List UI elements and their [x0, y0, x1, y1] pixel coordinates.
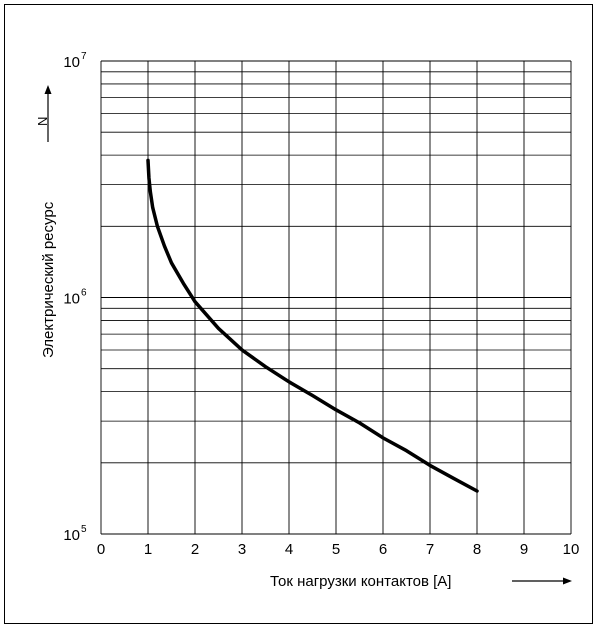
- data-point: [194, 301, 196, 303]
- series-group: [146, 158, 479, 493]
- data-point: [335, 409, 337, 411]
- data-point: [288, 381, 290, 383]
- data-point: [163, 245, 166, 247]
- data-point: [152, 206, 154, 209]
- x-tick-label: 8: [473, 541, 481, 558]
- y-tick-exponent: 6: [81, 288, 87, 299]
- y-axis-label: Электрический ресурс: [40, 201, 57, 358]
- y-tick-label: 10 5: [63, 524, 87, 544]
- x-tick-label: 6: [379, 541, 387, 558]
- data-point: [405, 450, 408, 452]
- data-point: [476, 490, 478, 492]
- data-point: [311, 394, 314, 397]
- data-point: [241, 349, 243, 351]
- data-point: [429, 464, 431, 467]
- x-tick-label: 3: [238, 541, 246, 558]
- chart-frame: [4, 4, 593, 624]
- x-tick-label: 2: [191, 541, 199, 558]
- y-tick-base: 10: [63, 54, 80, 71]
- y-tick-base: 10: [63, 291, 80, 308]
- data-point: [182, 282, 184, 284]
- data-point: [217, 327, 220, 330]
- x-tick-label: 4: [285, 541, 293, 558]
- x-tick-label: 0: [97, 541, 105, 558]
- y-tick-exponent: 7: [81, 51, 87, 62]
- data-point: [382, 437, 384, 439]
- x-tick-label: 1: [144, 541, 152, 558]
- y-axis-unit: N: [35, 117, 50, 126]
- data-point: [156, 225, 158, 227]
- data-point: [358, 422, 361, 424]
- x-tick-label: 7: [426, 541, 434, 558]
- x-tick-labels: 0 1 2 3 4 5 6 7 8 9 10: [97, 541, 580, 558]
- data-point: [149, 191, 151, 193]
- x-tick-label: 10: [563, 541, 580, 558]
- y-tick-label: 10 7: [63, 51, 87, 71]
- data-point: [147, 159, 149, 161]
- data-point: [148, 177, 150, 179]
- data-point: [170, 262, 173, 264]
- y-tick-label: 10 6: [63, 288, 87, 308]
- y-tick-base: 10: [63, 527, 80, 544]
- x-tick-label: 9: [520, 541, 528, 558]
- x-axis-label: Ток нагрузки контактов [A]: [270, 573, 451, 590]
- data-point: [452, 477, 455, 479]
- y-tick-exponent: 5: [81, 524, 87, 535]
- x-tick-label: 5: [332, 541, 340, 558]
- major-gridlines: [100, 60, 572, 535]
- y-axis-arrow: [44, 85, 52, 142]
- series-line: [146, 158, 479, 493]
- x-axis-arrow: [512, 577, 572, 585]
- data-point: [264, 366, 267, 368]
